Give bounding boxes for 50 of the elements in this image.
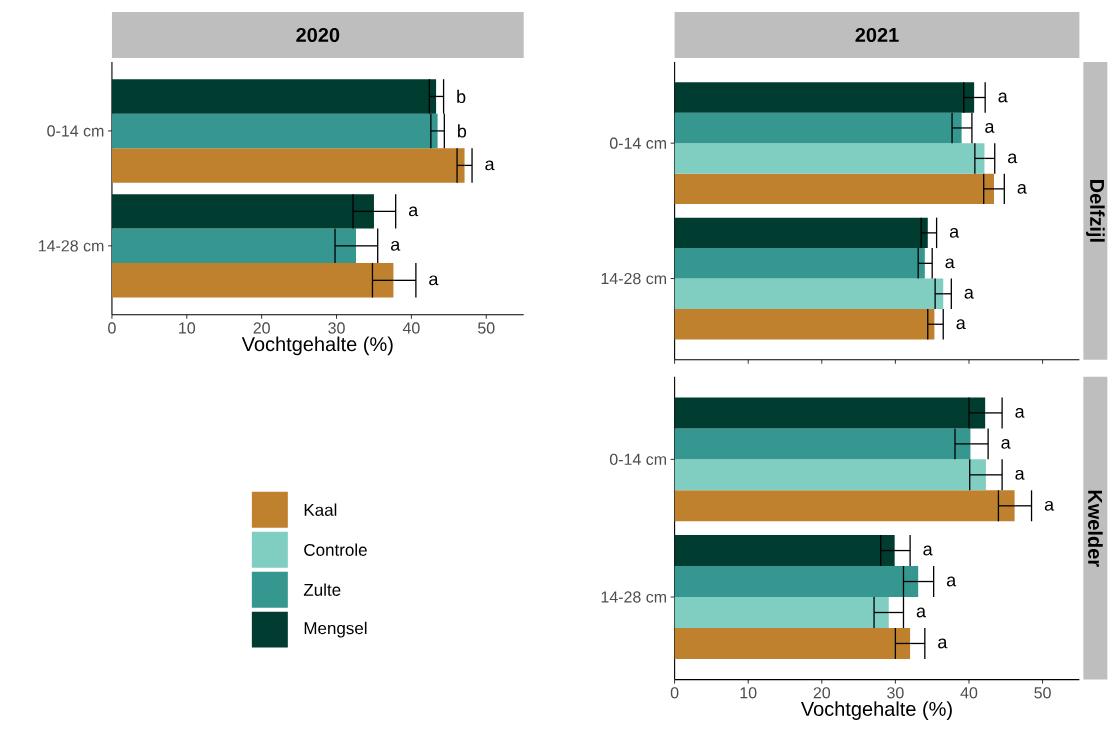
x-axis-title: Vochtgehalte (%): [800, 701, 952, 721]
y-tick-label: 14-28 cm: [601, 591, 666, 603]
legend-label: Zulte: [303, 583, 341, 597]
data-label: a: [1044, 501, 1055, 511]
x-tick-label: 50: [478, 322, 495, 334]
data-label: a: [949, 228, 960, 239]
data-label: a: [946, 576, 957, 587]
data-label: a: [985, 123, 995, 134]
y-tick-label: 14-28 cm: [38, 240, 104, 252]
x-tick-label: 40: [960, 687, 978, 699]
x-tick-label: 0: [670, 687, 679, 699]
data-label: a: [945, 258, 955, 269]
data-label: b: [457, 90, 466, 104]
x-tick-label: 10: [740, 687, 757, 699]
data-label: a: [916, 607, 927, 618]
data-label: a: [964, 289, 974, 299]
text: Delfzijl: [1086, 180, 1105, 242]
data-label: a: [998, 92, 1008, 103]
x-tick-label: 30: [887, 687, 904, 699]
x-tick-label: 20: [813, 687, 831, 699]
y-tick-label: 0-14 cm: [47, 125, 104, 137]
chart-title: 2020: [296, 28, 340, 43]
data-label: a: [1017, 184, 1027, 195]
data-label: a: [938, 638, 948, 649]
text: Kwelder: [1088, 490, 1103, 567]
x-tick-label: 50: [1034, 687, 1051, 699]
data-label: a: [485, 160, 495, 171]
data-label: a: [391, 241, 401, 251]
legend-label: Mengsel: [304, 621, 367, 638]
x-tick-label: 10: [179, 322, 196, 334]
x-tick-label: 30: [328, 322, 345, 334]
legend-label: Kaal: [304, 503, 337, 517]
y-tick-label: 0-14 cm: [609, 453, 666, 466]
x-tick-label: 40: [402, 322, 420, 334]
data-label: a: [1001, 439, 1011, 450]
y-tick-label: 0-14 cm: [609, 137, 666, 150]
data-label: b: [458, 124, 467, 138]
data-label: a: [1008, 153, 1018, 164]
x-tick-label: 0: [108, 322, 116, 334]
x-tick-label: 20: [253, 322, 270, 334]
chart-title: 2021: [855, 28, 899, 43]
data-label: a: [408, 206, 419, 217]
data-label: a: [1015, 408, 1025, 419]
y-tick-label: 14-28 cm: [601, 273, 666, 285]
data-label: a: [429, 275, 439, 286]
data-label: a: [923, 545, 933, 556]
x-axis-title: Vochtgehalte (%): [241, 336, 393, 356]
legend-label: Controle: [304, 543, 367, 557]
data-label: a: [1015, 470, 1025, 480]
data-label: a: [956, 319, 966, 330]
